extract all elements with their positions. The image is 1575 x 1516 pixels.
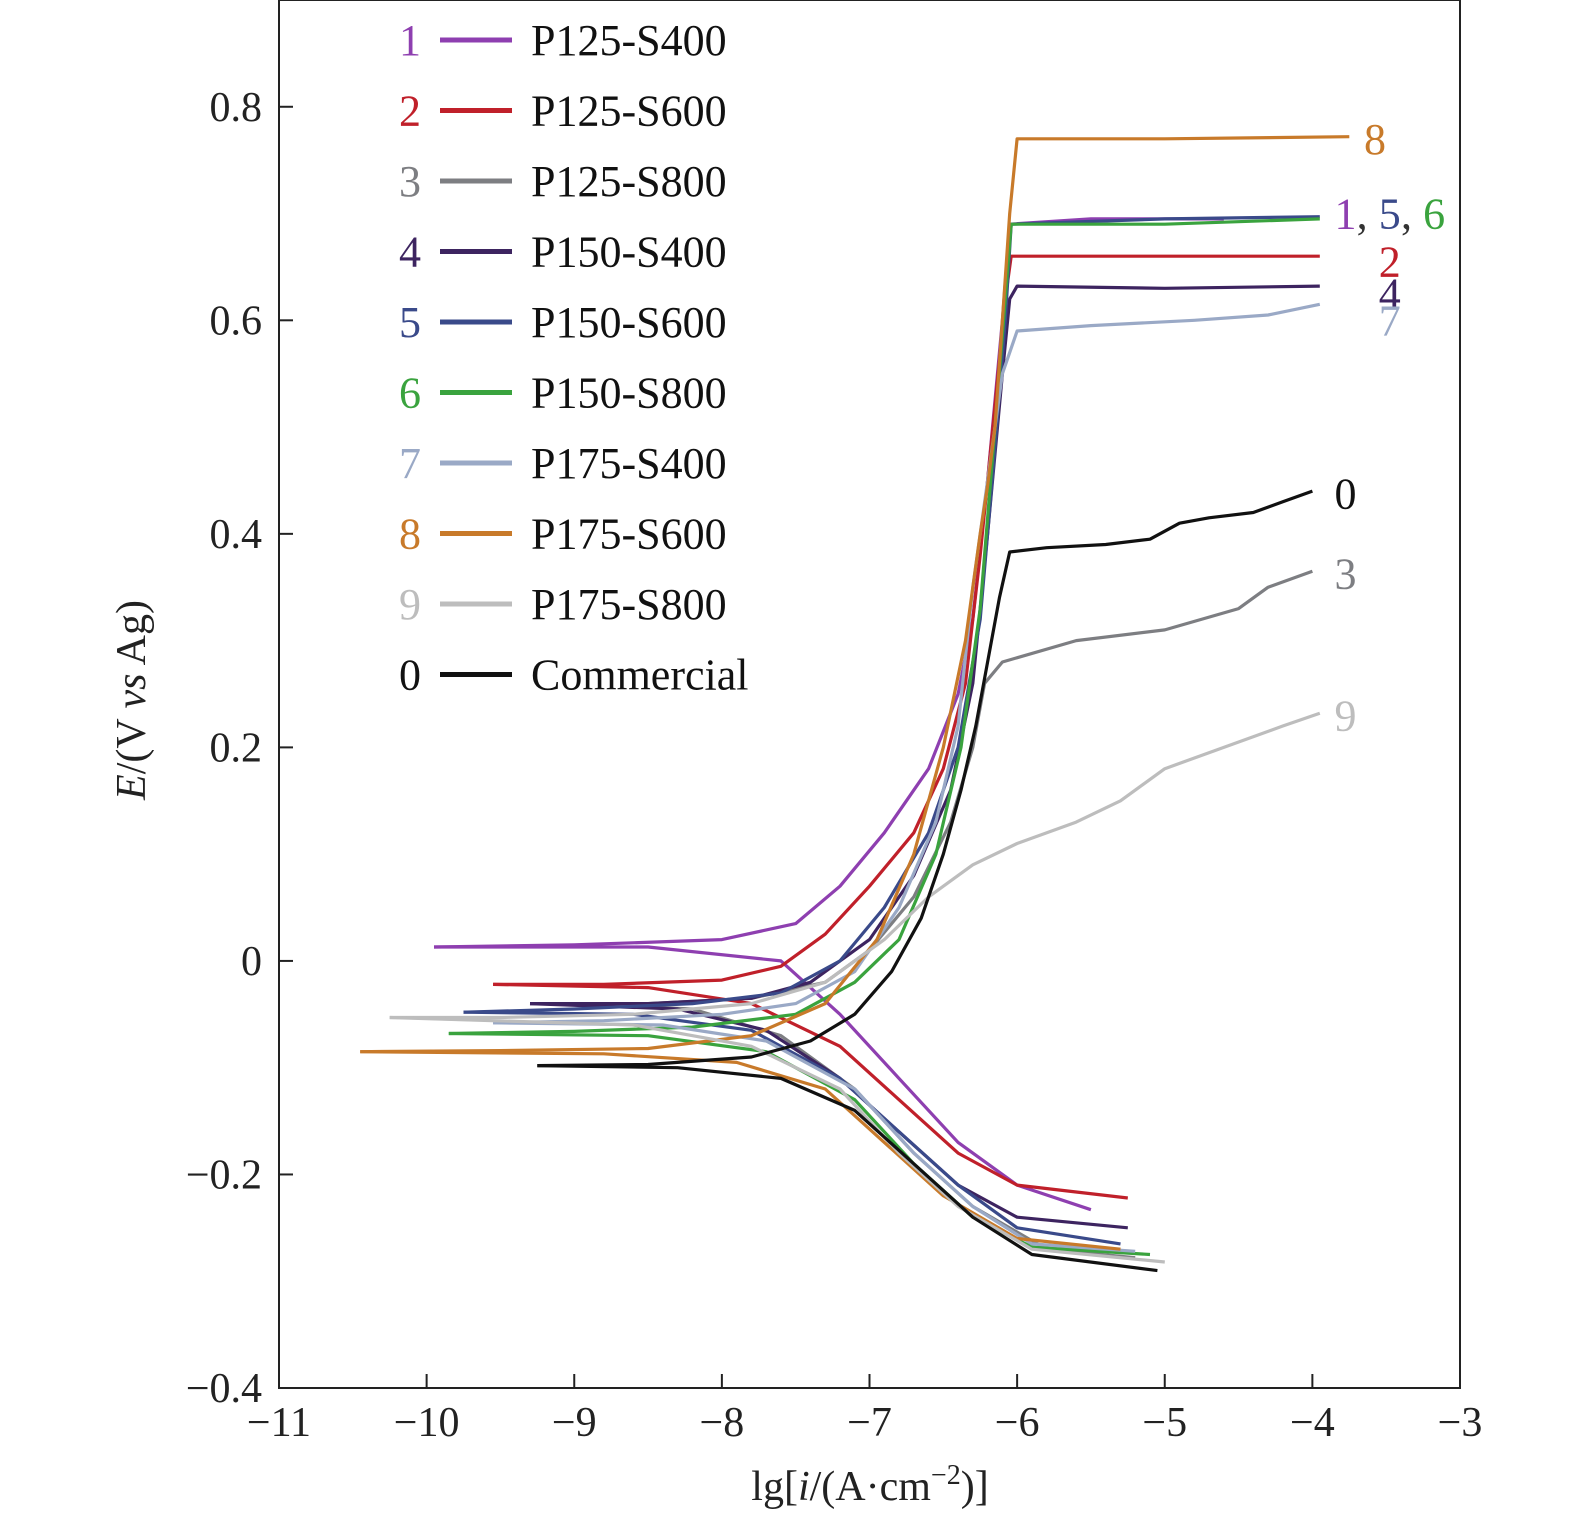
y-tick-label: −0.4	[186, 1366, 262, 1412]
legend-label: P175-S400	[531, 439, 727, 488]
series-8-anodic-branch	[360, 135, 1350, 1054]
legend-label: P125-S400	[531, 16, 727, 65]
end-label-separator: ,	[1401, 190, 1412, 239]
y-tick-label: 0.8	[210, 85, 263, 131]
series-7-anodic-branch	[493, 302, 1321, 1025]
series-lines	[360, 135, 1350, 1273]
legend-item-4: 4 P150-S400	[399, 228, 727, 277]
series-7-cathodic-branch	[493, 1021, 1136, 1253]
legend-number: 6	[399, 369, 421, 418]
series-9-cathodic-branch	[389, 1015, 1165, 1264]
series-7-end-label: 7	[1379, 296, 1401, 345]
legend-label: P150-S600	[531, 298, 727, 347]
y-tick-label: 0.2	[210, 725, 263, 771]
legend-number: 4	[399, 228, 421, 277]
plot-frame	[278, 0, 1461, 1389]
x-tick-label: −9	[552, 1400, 597, 1446]
legend-number: 3	[399, 157, 421, 206]
series-5-end-label: 5	[1379, 190, 1401, 239]
y-axis-title: E/(V vs Ag)	[109, 600, 155, 801]
legend-number: 7	[399, 439, 421, 488]
legend-number: 2	[399, 87, 421, 136]
series-1-end-label: 1	[1335, 190, 1357, 239]
legend-item-8: 8 P175-S600	[399, 510, 727, 559]
legend-item-7: 7 P175-S400	[399, 439, 727, 488]
legend-item-2: 2 P125-S600	[399, 87, 727, 136]
series-0	[537, 489, 1313, 1273]
legend-number: 1	[399, 16, 421, 65]
legend-label: P175-S600	[531, 510, 727, 559]
x-axis-title: lg[i/(A·cm−2)]	[751, 1460, 988, 1510]
series-4-end-label: 4	[1379, 270, 1401, 319]
legend-label: P150-S400	[531, 228, 727, 277]
axis-ticks	[278, 105, 1461, 1389]
series-3-end-label: 3	[1335, 549, 1357, 598]
series-9	[389, 711, 1321, 1264]
series-8	[360, 135, 1350, 1251]
legend-item-0: 0 Commercial	[399, 651, 749, 700]
legend-item-5: 5 P150-S600	[399, 298, 727, 347]
x-tick-label: −5	[1142, 1400, 1187, 1446]
series-0-end-label: 0	[1335, 469, 1357, 518]
series-0-anodic-branch	[537, 489, 1313, 1068]
x-tick-label: −11	[247, 1400, 311, 1446]
legend: 1 P125-S400 2 P125-S600 3 P125-S800 4 P150-S400…	[399, 16, 749, 700]
y-tick-label: −0.2	[186, 1152, 262, 1198]
legend-number: 0	[399, 651, 421, 700]
legend-label: P150-S800	[531, 369, 727, 418]
series-8-cathodic-branch	[360, 1050, 1121, 1251]
series-4-cathodic-branch	[529, 1002, 1128, 1230]
legend-item-9: 9 P175-S800	[399, 580, 727, 629]
series-6-anodic-branch	[448, 217, 1320, 1036]
series-9-anodic-branch	[389, 711, 1321, 1020]
y-tick-label: 0.4	[210, 512, 263, 558]
x-tick-label: −6	[995, 1400, 1040, 1446]
legend-label: Commercial	[531, 651, 749, 700]
series-9-end-label: 9	[1335, 691, 1357, 740]
x-tick-label: −3	[1438, 1400, 1483, 1446]
legend-item-6: 6 P150-S800	[399, 369, 727, 418]
x-tick-label: −7	[847, 1400, 892, 1446]
series-2-end-label: 2	[1379, 238, 1401, 287]
series-6-end-label: 6	[1423, 190, 1445, 239]
legend-item-3: 3 P125-S800	[399, 157, 727, 206]
legend-item-1: 1 P125-S400	[399, 16, 727, 65]
y-tick-label: 0	[241, 939, 262, 985]
series-0-cathodic-branch	[537, 1064, 1158, 1273]
x-tick-label: −8	[700, 1400, 745, 1446]
legend-label: P175-S800	[531, 580, 727, 629]
legend-number: 5	[399, 298, 421, 347]
legend-label: P125-S600	[531, 87, 727, 136]
x-tick-labels: −11 −10 −9 −8 −7 −6 −5 −4 −3	[247, 1400, 1482, 1446]
x-tick-label: −10	[394, 1400, 460, 1446]
legend-label: P125-S800	[531, 157, 727, 206]
y-tick-label: 0.6	[210, 298, 263, 344]
x-tick-label: −4	[1290, 1400, 1335, 1446]
y-tick-labels: −0.4 −0.2 0 0.2 0.4 0.6 0.8	[186, 85, 262, 1412]
series-2-cathodic-branch	[493, 982, 1128, 1200]
legend-number: 9	[399, 580, 421, 629]
legend-number: 8	[399, 510, 421, 559]
series-8-end-label: 8	[1364, 115, 1386, 164]
end-label-separator: ,	[1357, 190, 1368, 239]
